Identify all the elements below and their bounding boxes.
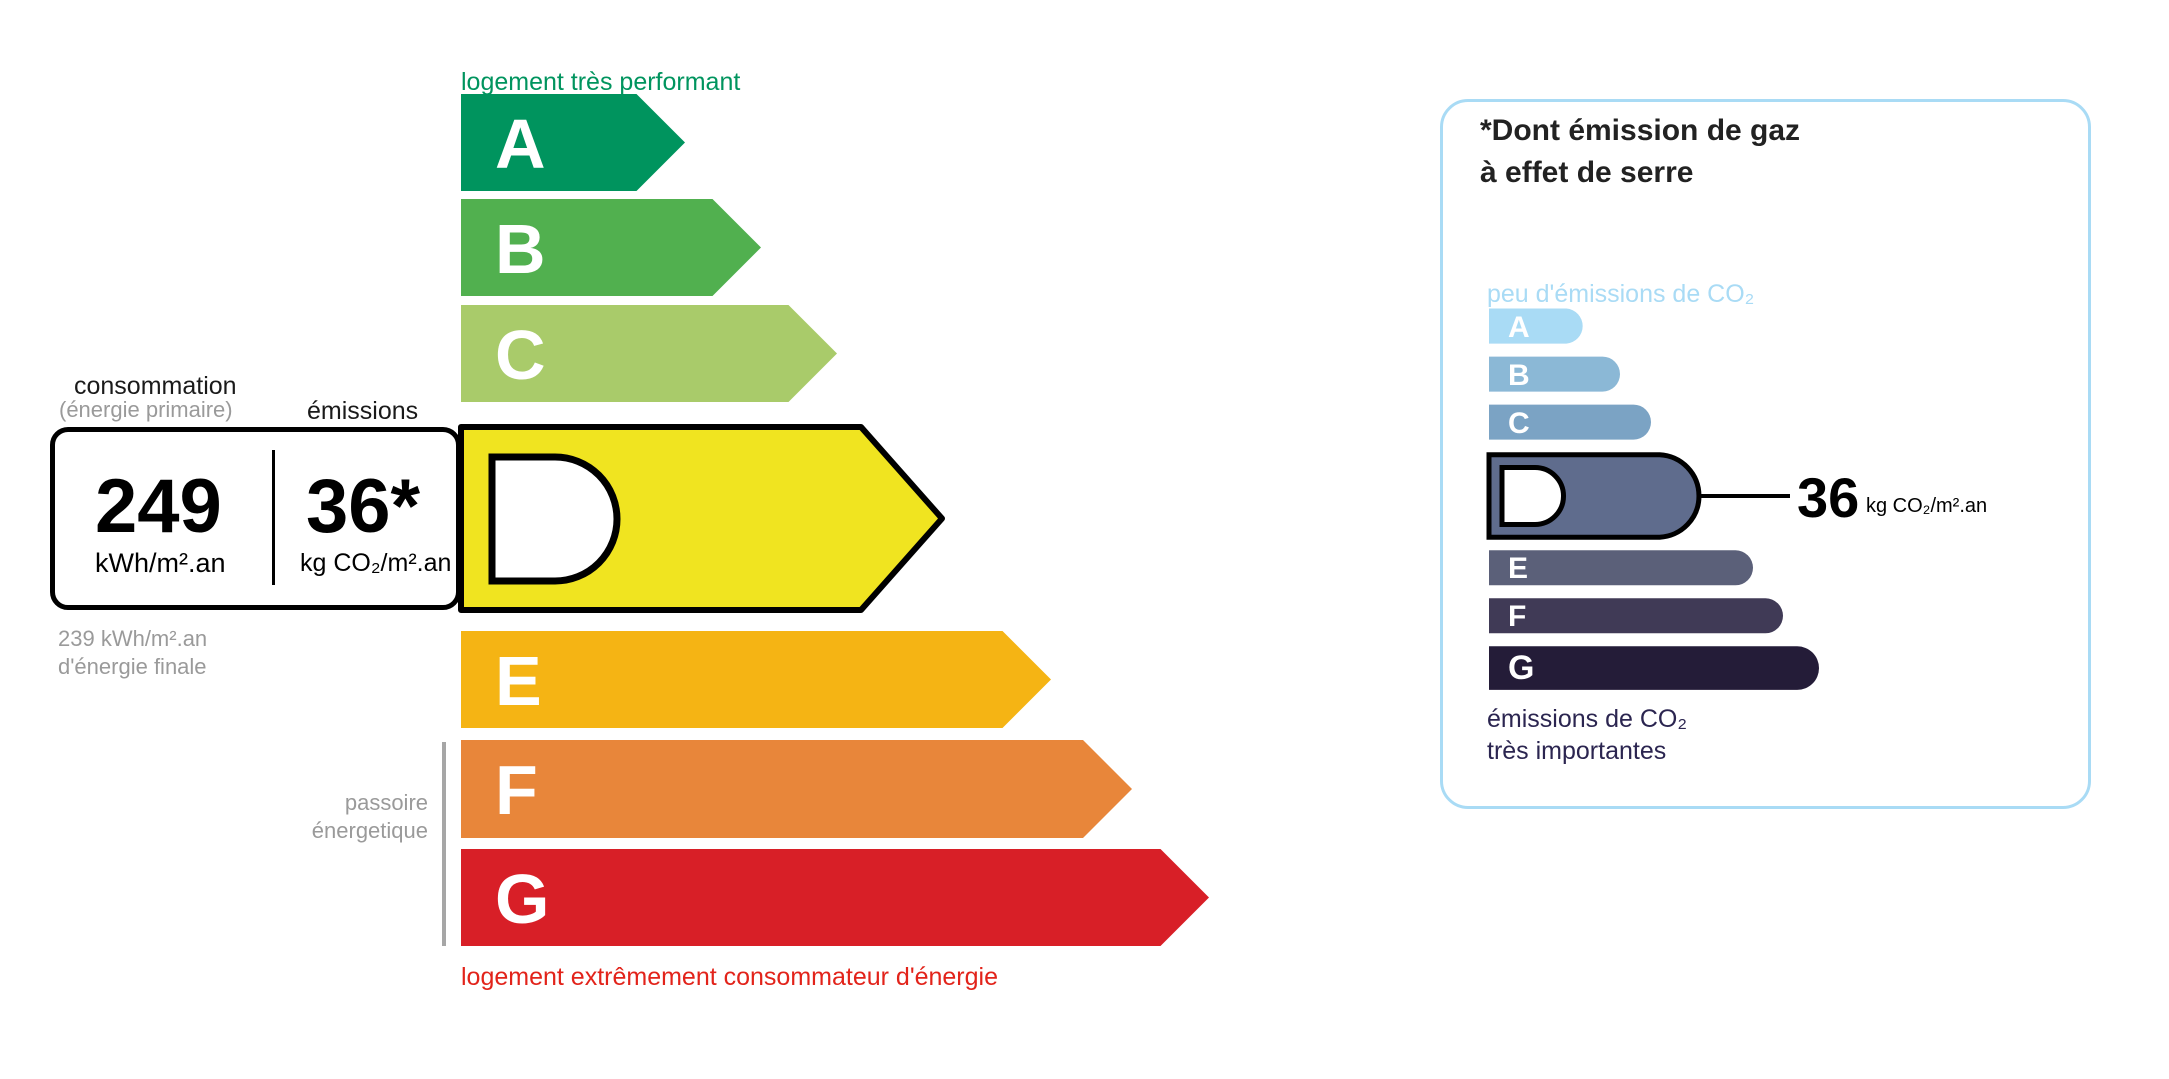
svg-text:E: E	[495, 642, 542, 720]
svg-text:A: A	[1508, 311, 1530, 344]
svg-text:B: B	[1508, 359, 1530, 392]
svg-text:G: G	[1508, 649, 1534, 687]
svg-text:C: C	[495, 316, 546, 394]
svg-text:E: E	[1508, 552, 1528, 585]
svg-text:F: F	[1508, 600, 1526, 633]
svg-text:C: C	[1508, 407, 1530, 440]
svg-text:A: A	[495, 105, 546, 183]
svg-text:B: B	[495, 210, 546, 288]
svg-text:G: G	[495, 860, 549, 938]
svg-text:F: F	[495, 751, 538, 829]
